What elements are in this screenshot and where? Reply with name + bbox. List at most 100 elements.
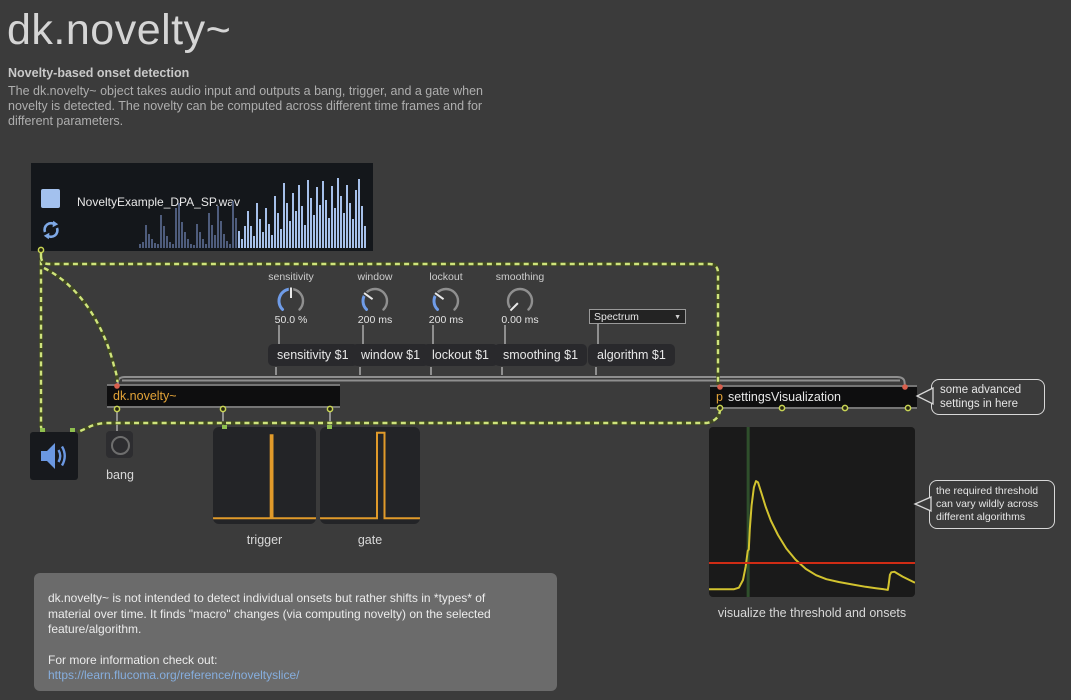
waveform-bar	[148, 234, 150, 248]
page-title: dk.novelty~	[7, 6, 232, 54]
waveform-bar	[316, 187, 318, 248]
waveform-bar	[169, 242, 171, 248]
waveform-bar	[337, 178, 339, 248]
info-comment-box: dk.novelty~ is not intended to detect in…	[34, 573, 557, 691]
waveform-bar	[250, 226, 252, 248]
dial-label: window	[357, 271, 393, 283]
waveform-bar	[325, 200, 327, 248]
smoothing-dial[interactable]: smoothing 0.00 ms	[484, 271, 556, 329]
object-box-dk-novelty[interactable]: dk.novelty~	[107, 384, 340, 408]
waveform-bar	[334, 208, 336, 248]
message-box-sensitivity[interactable]: sensitivity $1	[268, 344, 358, 366]
waveform-bar	[226, 241, 228, 248]
waveform-bar	[319, 205, 321, 248]
bubble-line: can vary wildly across	[936, 498, 1039, 510]
waveform-bar	[160, 215, 162, 248]
window-dial[interactable]: window 200 ms	[339, 271, 411, 329]
comment-bubble-threshold-note: the required threshold can vary wildly a…	[929, 480, 1055, 529]
waveform-bar	[283, 183, 285, 248]
dial-value: 200 ms	[357, 314, 393, 326]
sensitivity-dial[interactable]: sensitivity 50.0 %	[255, 271, 327, 329]
dial-value: 50.0 %	[274, 314, 308, 326]
waveform-bar	[145, 225, 147, 248]
bubble-line: the required threshold	[936, 485, 1039, 497]
waveform-bar	[331, 186, 333, 248]
waveform-bar	[355, 190, 357, 248]
waveform-bar	[289, 221, 291, 248]
audio-filename: NoveltyExample_DPA_SP.wav	[77, 195, 240, 209]
waveform-bar	[139, 244, 141, 248]
message-box-smoothing[interactable]: smoothing $1	[494, 344, 588, 366]
waveform-bar	[277, 213, 279, 248]
waveform-bar	[217, 206, 219, 248]
comment-bubble-advanced-settings: some advanced settings in here	[931, 379, 1045, 415]
lockout-dial[interactable]: lockout 200 ms	[410, 271, 482, 329]
waveform-bar	[187, 239, 189, 248]
waveform-bar	[280, 229, 282, 248]
dial-knob[interactable]	[273, 285, 309, 315]
waveform-bar	[181, 222, 183, 248]
waveform-bar	[361, 206, 363, 248]
waveform-bar	[244, 226, 246, 248]
dial-knob[interactable]	[428, 285, 464, 315]
waveform-bar	[346, 185, 348, 248]
waveform-bar	[229, 244, 231, 248]
waveform-bar	[241, 239, 243, 248]
waveform-bar	[274, 196, 276, 248]
bang-circle	[111, 436, 130, 455]
info-line: For more information check out:	[48, 652, 218, 667]
page-subtitle: Novelty-based onset detection	[8, 66, 190, 80]
subpatch-prefix: p	[716, 390, 723, 404]
waveform-bar	[220, 221, 222, 248]
play-button[interactable]	[41, 189, 60, 208]
message-box-algorithm[interactable]: algorithm $1	[588, 344, 675, 366]
waveform-bar	[268, 224, 270, 248]
waveform-bar	[262, 232, 264, 248]
bang-button[interactable]	[106, 431, 133, 458]
algorithm-dropdown[interactable]: Spectrum ▼	[589, 309, 686, 324]
waveform-bar	[184, 232, 186, 248]
gate-scope-display	[320, 427, 420, 524]
message-box-lockout[interactable]: lockout $1	[423, 344, 498, 366]
waveform-bar	[292, 193, 294, 248]
flucoma-reference-link[interactable]: https://learn.flucoma.org/reference/nove…	[48, 668, 300, 682]
waveform-bar	[358, 179, 360, 248]
waveform-bar	[340, 196, 342, 248]
waveform-bar	[166, 236, 168, 248]
subpatch-name: settingsVisualization	[727, 390, 841, 404]
waveform-bar	[304, 225, 306, 248]
message-box-window[interactable]: window $1	[352, 344, 430, 366]
info-spacer	[48, 638, 543, 653]
gate-label: gate	[357, 533, 383, 547]
waveform-display[interactable]	[139, 176, 368, 248]
waveform-bar	[205, 244, 207, 248]
waveform-bar	[295, 211, 297, 248]
info-line: feature/algorithm.	[48, 622, 142, 636]
dial-knob[interactable]	[357, 285, 393, 315]
waveform-player[interactable]: NoveltyExample_DPA_SP.wav	[31, 163, 373, 251]
chevron-down-icon: ▼	[674, 314, 681, 321]
dial-label: smoothing	[495, 271, 545, 283]
dial-knob[interactable]	[502, 285, 538, 315]
waveform-bar	[349, 203, 351, 248]
waveform-bar	[193, 245, 195, 248]
info-line: dk.novelty~ is not intended to detect in…	[48, 591, 486, 605]
waveform-bar	[175, 208, 177, 248]
waveform-bar	[202, 239, 204, 248]
object-box-settings-visualization[interactable]: p settingsVisualization	[710, 385, 917, 409]
info-line: material over time. It finds "macro" cha…	[48, 606, 491, 621]
waveform-bar	[142, 242, 144, 248]
description-line: different parameters.	[8, 114, 124, 128]
waveform-bar	[163, 226, 165, 248]
waveform-bar	[172, 244, 174, 248]
waveform-bar	[211, 225, 213, 248]
loop-icon[interactable]	[39, 218, 63, 242]
waveform-bar	[232, 201, 234, 248]
waveform-bar	[313, 215, 315, 248]
trigger-label: trigger	[246, 533, 283, 547]
object-text: dk.novelty~	[113, 389, 177, 403]
waveform-bar	[310, 198, 312, 248]
waveform-bar	[343, 213, 345, 248]
audio-output-button[interactable]	[30, 432, 78, 480]
